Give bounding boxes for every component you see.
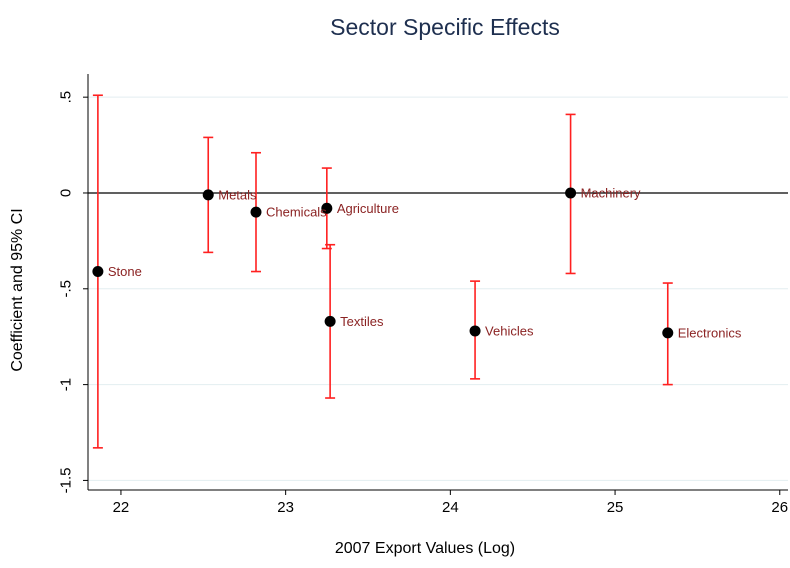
confidence-intervals — [92, 94, 673, 449]
x-tick-label: 23 — [277, 499, 294, 516]
data-points — [92, 187, 674, 339]
data-point — [662, 327, 674, 339]
axes: .5 0 -.5 -1 -1.5 22 23 24 25 26 — [58, 74, 788, 516]
data-point — [202, 189, 214, 201]
point-label: Electronics — [678, 325, 742, 340]
y-tick-label: -1 — [58, 378, 75, 391]
y-tick-label: -.5 — [58, 280, 75, 298]
point-label: Textiles — [340, 314, 384, 329]
point-label: Machinery — [581, 185, 641, 200]
data-point — [565, 187, 577, 199]
chart-title: Sector Specific Effects — [330, 14, 560, 40]
point-label: Vehicles — [485, 323, 534, 338]
x-tick-label: 24 — [442, 499, 459, 516]
x-axis-label: 2007 Export Values (Log) — [334, 540, 516, 557]
data-point — [92, 266, 104, 278]
y-tick-label: -1.5 — [58, 467, 75, 493]
point-label: Chemicals — [266, 205, 327, 220]
point-label: Agriculture — [337, 201, 399, 216]
point-labels: Stone Metals Chemicals Agriculture Textiles V… — [108, 185, 742, 340]
y-tick-label: 0 — [58, 189, 75, 197]
data-point — [321, 202, 333, 214]
x-tick-label: 26 — [771, 499, 788, 516]
data-point — [469, 325, 481, 337]
point-label: Stone — [108, 264, 142, 279]
grid-lines — [88, 96, 788, 481]
x-tick-label: 22 — [113, 499, 130, 516]
y-tick-label: .5 — [58, 91, 75, 104]
x-tick-label: 25 — [607, 499, 624, 516]
data-point — [250, 206, 262, 218]
point-label: Metals — [218, 187, 257, 202]
data-point — [324, 315, 336, 327]
